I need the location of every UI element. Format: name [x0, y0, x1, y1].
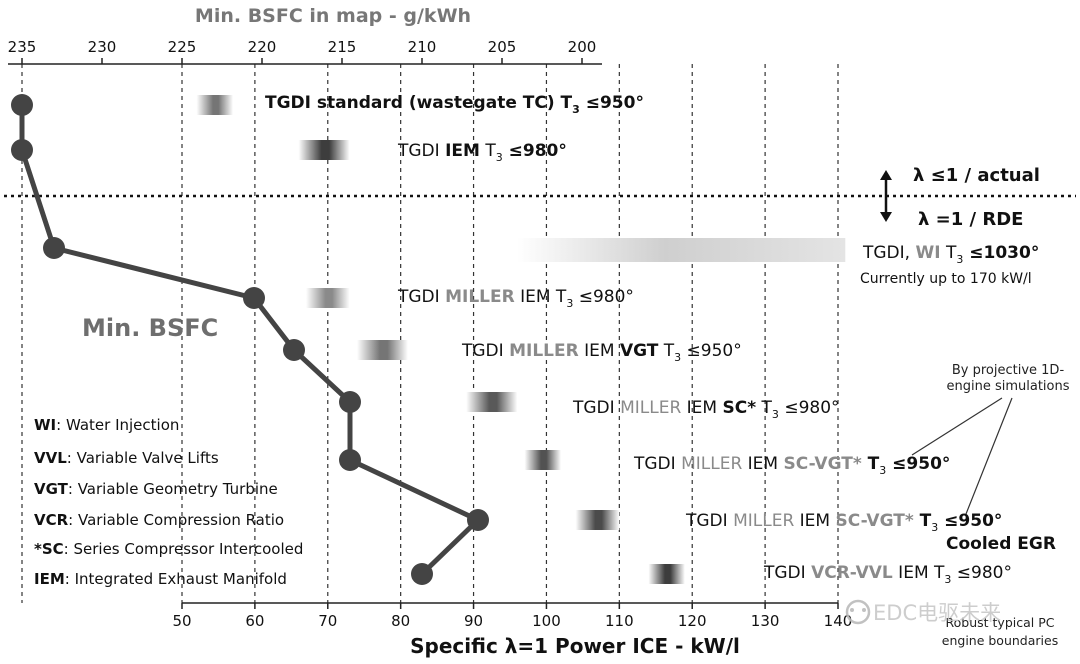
projective-pointer-1 [911, 397, 1003, 456]
legend-entry: VGT: Variable Geometry Turbine [34, 480, 278, 498]
label-standard: TGDI standard (wastegate TC) T3 ≤950° [265, 93, 644, 116]
lambda-arrow [880, 170, 892, 222]
bottom-tick-label: 110 [605, 612, 634, 630]
bottom-tick-label: 70 [318, 612, 337, 630]
label-miller-vgt: TGDI MILLER IEM VGT T3 ≤950° [461, 341, 742, 364]
legend-key: IEM [34, 570, 65, 588]
label-vcr: TGDI VCR-VVL IEM T3 ≤980° [763, 563, 1012, 586]
lambda-upper-label: λ ≤1 / actual [913, 165, 1040, 186]
projective-note: By projective 1D- engine simulations [911, 363, 1070, 515]
legend-entry: VVL: Variable Valve Lifts [34, 449, 219, 467]
abbreviation-legend: WI: Water Injection VVL: Variable Valve L… [34, 416, 303, 588]
range-bar [298, 140, 350, 160]
range-bar [524, 450, 562, 470]
top-tick-label: 225 [168, 38, 197, 56]
top-tick-label: 215 [328, 38, 357, 56]
legend-key: *SC [34, 540, 64, 558]
bsfc-point [467, 509, 489, 531]
curve-label: Min. BSFC [82, 314, 218, 342]
bsfc-point [339, 449, 361, 471]
label-miller: TGDI MILLER IEM T3 ≤980° [397, 287, 634, 310]
robust-note-line2: engine boundaries [942, 633, 1058, 648]
range-bar [356, 340, 408, 360]
range-bars [196, 95, 685, 584]
label-wi-note: Currently up to 170 kW/l [860, 271, 1032, 287]
legend-entry: VCR: Variable Compression Ratio [34, 511, 284, 529]
bottom-tick-label: 100 [532, 612, 561, 630]
bottom-tick-label: 130 [751, 612, 780, 630]
legend-entry: IEM: Integrated Exhaust Manifold [34, 570, 287, 588]
wi-range-bar [517, 238, 846, 262]
watermark: EDC电驱未来 [845, 599, 1001, 625]
legend-desc: : Variable Compression Ratio [68, 511, 284, 529]
lambda-lower-label: λ =1 / RDE [918, 209, 1023, 230]
label-sc-vgt: TGDI MILLER IEM SC-VGT* T3 ≤950° [633, 454, 950, 477]
bsfc-point [411, 563, 433, 585]
legend-key: WI [34, 416, 56, 434]
config-labels: TGDI standard (wastegate TC) T3 ≤950° TG… [265, 93, 1056, 586]
label-sc-vgt-egr: TGDI MILLER IEM SC-VGT* T3 ≤950° [685, 511, 1002, 534]
top-tick-label: 230 [88, 38, 117, 56]
top-tick-label: 210 [408, 38, 437, 56]
bottom-tick-label: 90 [464, 612, 483, 630]
bsfc-point [243, 287, 265, 309]
range-bar [648, 564, 685, 584]
legend-key: VGT [34, 480, 69, 498]
bottom-axis-ticks: 50 60 70 80 90 100 110 120 130 140 [172, 603, 852, 630]
bottom-tick-label: 60 [245, 612, 264, 630]
bottom-axis-title: Specific λ=1 Power ICE - kW/l [410, 634, 740, 658]
range-bar [196, 95, 234, 115]
bsfc-curve [11, 94, 489, 585]
robust-note-line1: Robust typical PC [946, 615, 1055, 630]
bsfc-point [283, 339, 305, 361]
bottom-axis: 50 60 70 80 90 100 110 120 130 140 Specific λ=1 P… [172, 602, 852, 658]
legend-desc: : Water Injection [56, 416, 179, 434]
bsfc-point [11, 139, 33, 161]
top-axis-title: Min. BSFC in map - g/kWh [195, 5, 471, 27]
bsfc-point [11, 94, 33, 116]
top-tick-label: 200 [568, 38, 597, 56]
legend-desc: : Variable Valve Lifts [67, 449, 219, 467]
label-wi: TGDI, WI T3 ≤1030° [862, 243, 1039, 266]
range-bar [466, 392, 518, 412]
bottom-tick-label: 50 [172, 612, 191, 630]
legend-entry: WI: Water Injection [34, 416, 179, 434]
top-tick-label: 205 [488, 38, 517, 56]
top-axis: 235 230 225 220 215 210 205 200 Min. BSFC in ma… [8, 5, 602, 65]
label-cooled-egr: Cooled EGR [946, 534, 1056, 554]
bottom-tick-label: 120 [678, 612, 707, 630]
top-tick-label: 235 [8, 38, 37, 56]
label-miller-sc: TGDI MILLER IEM SC* T3 ≤980° [572, 398, 840, 421]
robust-note: Robust typical PC engine boundaries [942, 615, 1058, 648]
bottom-tick-label: 80 [391, 612, 410, 630]
top-tick-label: 220 [248, 38, 277, 56]
projective-note-line1: By projective 1D- [952, 363, 1065, 378]
legend-desc: : Integrated Exhaust Manifold [65, 570, 287, 588]
label-iem: TGDI IEM T3 ≤980° [397, 141, 567, 164]
legend-entry: *SC: Series Compressor Intercooled [34, 540, 303, 558]
watermark-logo-icon [845, 599, 871, 625]
range-bar [575, 510, 620, 530]
legend-desc: : Series Compressor Intercooled [64, 540, 304, 558]
legend-key: VVL [34, 449, 67, 467]
bsfc-point [43, 237, 65, 259]
legend-key: VCR [34, 511, 69, 529]
top-axis-ticks: 235 230 225 220 215 210 205 200 [8, 38, 597, 64]
legend-desc: : Variable Geometry Turbine [68, 480, 278, 498]
projective-pointer-2 [965, 397, 1013, 515]
projective-note-line2: engine simulations [946, 379, 1069, 394]
bsfc-point [339, 391, 361, 413]
watermark-text: EDC电驱未来 [873, 601, 1001, 625]
bottom-tick-label: 140 [824, 612, 853, 630]
range-bar [305, 288, 350, 308]
